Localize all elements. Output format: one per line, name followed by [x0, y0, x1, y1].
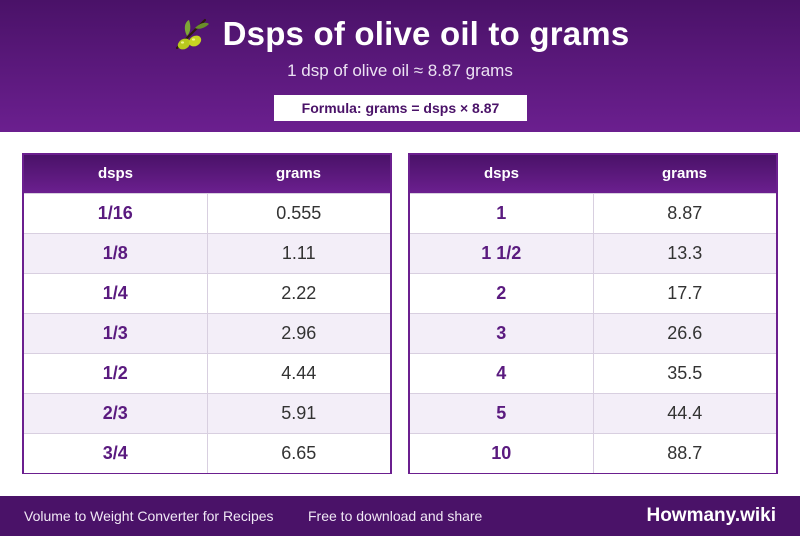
olive-icon: [175, 18, 209, 50]
table-row: 4 35.5: [410, 352, 776, 393]
dsps-cell: 3/4: [24, 432, 208, 473]
footer: Volume to Weight Converter for Recipes F…: [0, 496, 800, 536]
formula-badge: Formula: grams = dsps × 8.87: [274, 95, 527, 121]
table-row: 1/16 0.555: [24, 192, 390, 233]
title-row: Dsps of olive oil to grams: [0, 12, 800, 56]
grams-cell: 2.96: [207, 312, 390, 353]
table: dsps grams 1/16 0.555 1/8 1.11 1/4 2.22 1/3…: [24, 155, 390, 473]
dsps-cell: 1 1/2: [410, 232, 594, 273]
grams-cell: 5.91: [207, 392, 390, 433]
table-row: 5 44.4: [410, 392, 776, 433]
grams-cell: 17.7: [593, 272, 776, 313]
table-row: 2 17.7: [410, 272, 776, 313]
dsps-cell: 5: [410, 392, 594, 433]
grams-cell: 1.11: [207, 232, 390, 273]
grams-cell: 2.22: [207, 272, 390, 313]
dsps-cell: 4: [410, 352, 594, 393]
conversion-table-left: dsps grams 1/16 0.555 1/8 1.11 1/4 2.22 1/3…: [22, 153, 392, 474]
table-row: 1/8 1.11: [24, 232, 390, 273]
table-row: 1 8.87: [410, 192, 776, 233]
table-header-row: dsps grams: [24, 155, 390, 193]
header: Dsps of olive oil to grams 1 dsp of oliv…: [0, 0, 800, 132]
brand-logo-text[interactable]: Howmany.wiki: [646, 505, 776, 526]
table-row: 1/2 4.44: [24, 352, 390, 393]
dsps-cell: 1/2: [24, 352, 208, 393]
grams-cell: 8.87: [593, 192, 776, 233]
footer-title: Volume to Weight Converter for Recipes: [24, 508, 274, 524]
page-title: Dsps of olive oil to grams: [222, 15, 630, 52]
dsps-cell: 1/8: [24, 232, 208, 273]
table-row: 2/3 5.91: [24, 392, 390, 433]
column-header-grams: grams: [661, 165, 708, 183]
column-header-grams: grams: [275, 165, 322, 183]
table-row: 1 1/2 13.3: [410, 232, 776, 273]
grams-cell: 26.6: [593, 312, 776, 353]
grams-cell: 13.3: [593, 232, 776, 273]
grams-cell: 4.44: [207, 352, 390, 393]
dsps-cell: 2/3: [24, 392, 208, 433]
grams-cell: 35.5: [593, 352, 776, 393]
grams-cell: 6.65: [207, 432, 390, 473]
subtitle: 1 dsp of olive oil ≈ 8.87 grams: [287, 61, 513, 80]
dsps-cell: 1/3: [24, 312, 208, 353]
dsps-cell: 2: [410, 272, 594, 313]
table-row: 1/4 2.22: [24, 272, 390, 313]
dsps-cell: 3: [410, 312, 594, 353]
table-header-row: dsps grams: [410, 155, 776, 193]
dsps-cell: 1/16: [24, 192, 208, 233]
table-row: 3/4 6.65: [24, 432, 390, 473]
dsps-cell: 1: [410, 192, 594, 233]
grams-cell: 88.7: [593, 432, 776, 473]
conversion-table-right: dsps grams 1 8.87 1 1/2 13.3 2 17.7 3 26.6 4…: [408, 153, 778, 474]
dsps-cell: 10: [410, 432, 594, 473]
column-header-dsps: dsps: [97, 165, 133, 183]
table: dsps grams 1 8.87 1 1/2 13.3 2 17.7 3 26.6 4…: [410, 155, 776, 473]
table-row: 1/3 2.96: [24, 312, 390, 353]
grams-cell: 0.555: [207, 192, 390, 233]
table-row: 3 26.6: [410, 312, 776, 353]
dsps-cell: 1/4: [24, 272, 208, 313]
column-header-dsps: dsps: [483, 165, 519, 183]
grams-cell: 44.4: [593, 392, 776, 433]
table-row: 10 88.7: [410, 432, 776, 473]
footer-note: Free to download and share: [308, 508, 483, 524]
